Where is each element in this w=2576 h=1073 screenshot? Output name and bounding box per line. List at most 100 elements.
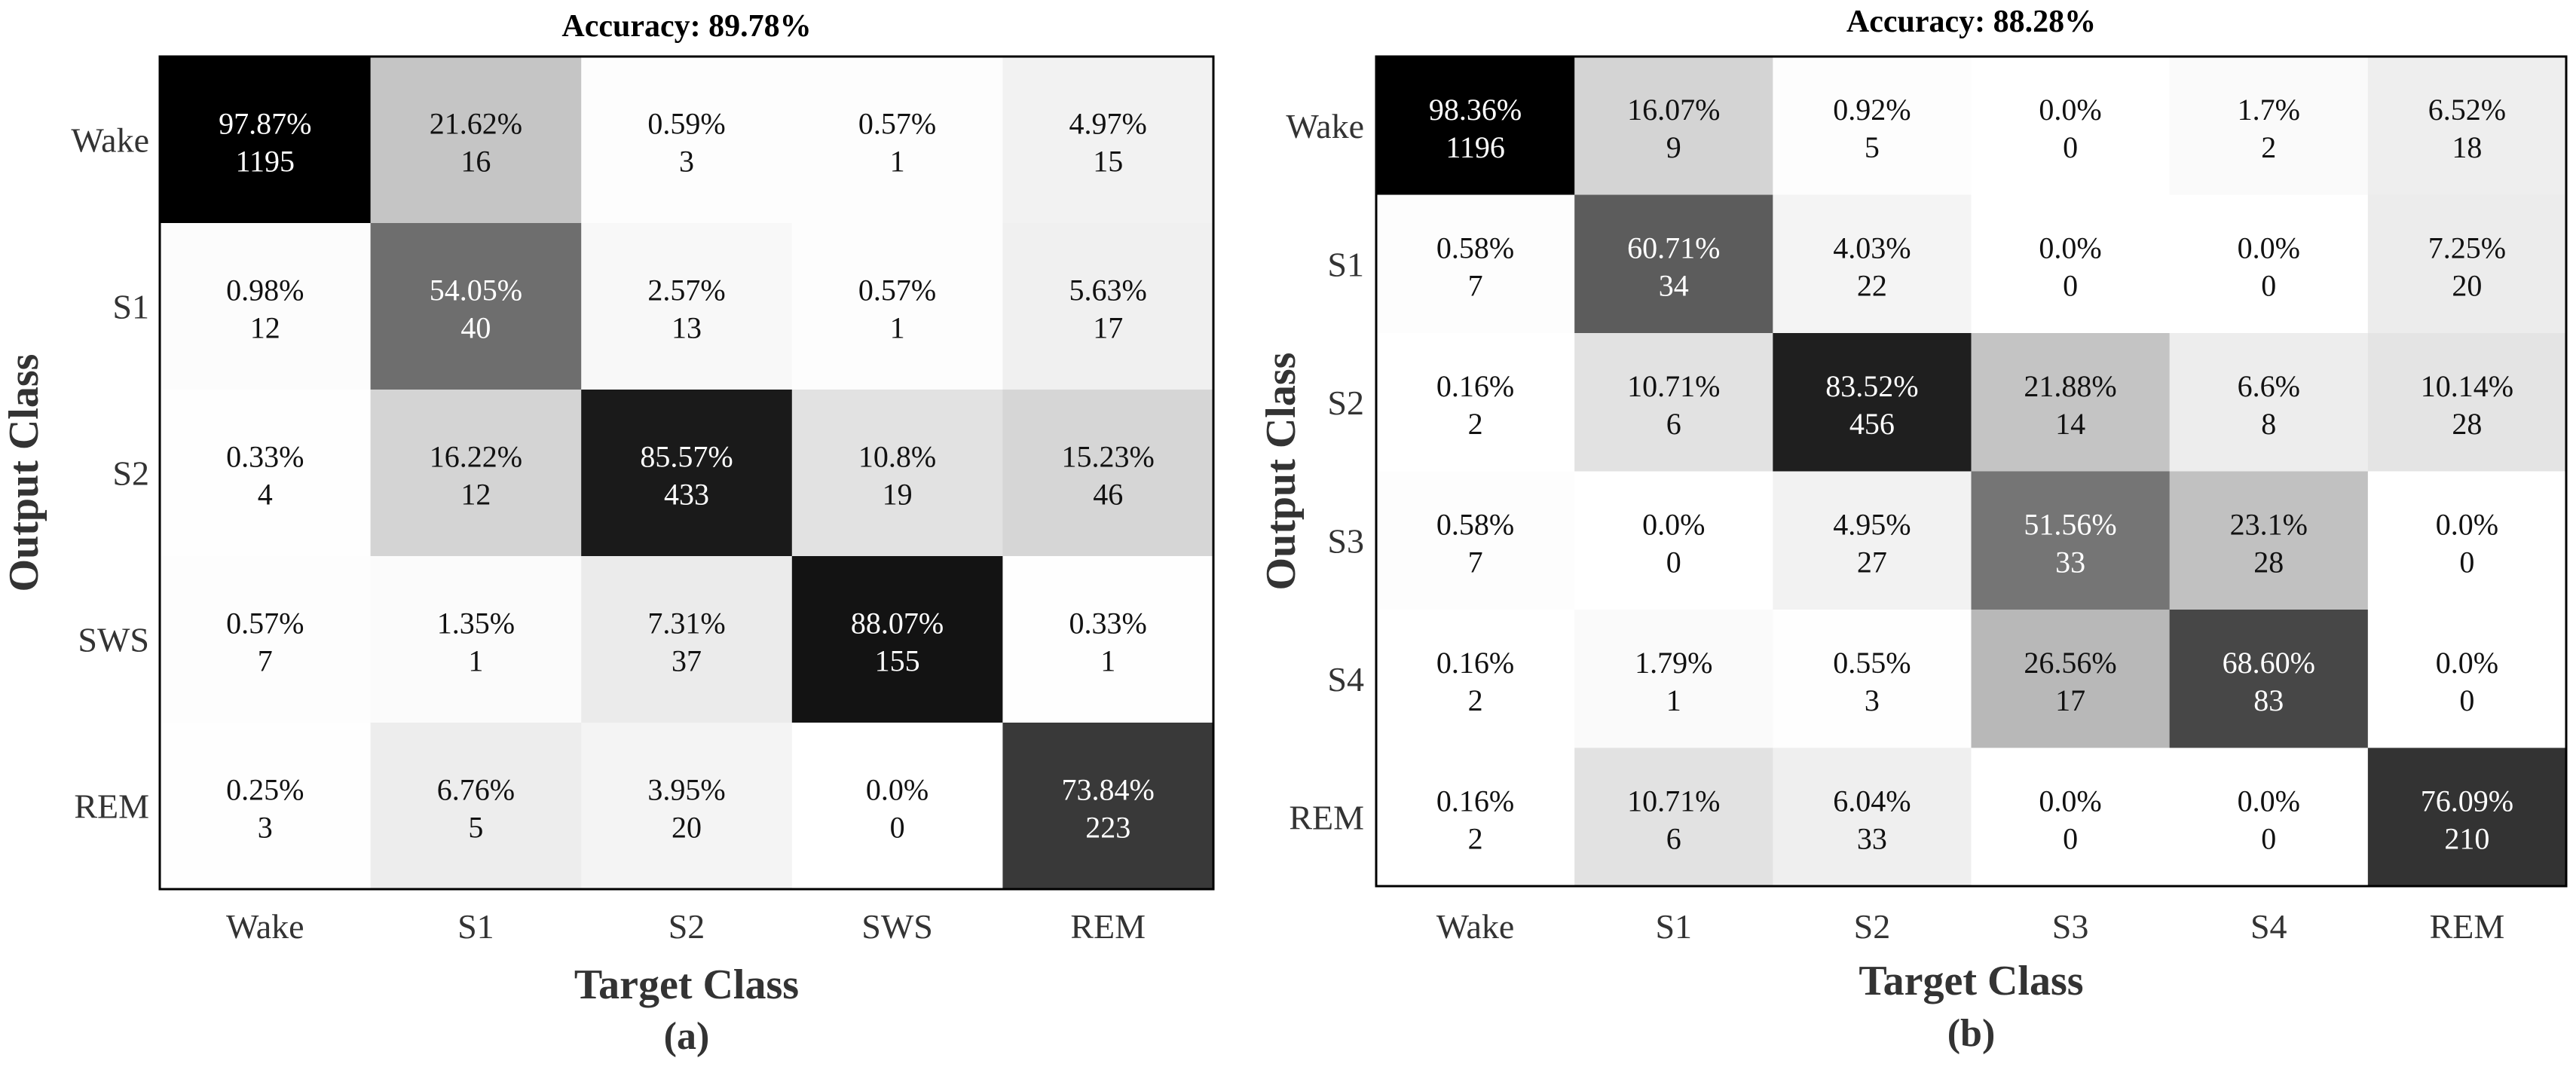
matrix-cell: [2367, 57, 2567, 195]
cell-count-label: 1: [468, 644, 483, 678]
cell-percent-label: 0.0%: [2238, 784, 2300, 818]
cell-count-label: 12: [250, 311, 280, 345]
cell-percent-label: 60.71%: [1627, 231, 1720, 264]
cell-percent-label: 0.33%: [226, 440, 304, 474]
x-tick-label: S1: [1655, 907, 1692, 946]
cell-count-label: 0: [2261, 268, 2276, 302]
cell-percent-label: 0.0%: [2039, 784, 2101, 818]
cell-percent-label: 26.56%: [2024, 646, 2116, 680]
cell-count-label: 0: [2063, 821, 2078, 855]
matrix-cell: [160, 223, 372, 390]
x-axis-label: Target Class: [574, 961, 799, 1008]
cell-count-label: 5: [1865, 130, 1880, 164]
matrix-cell: [1971, 333, 2171, 472]
cell-percent-label: 0.98%: [226, 274, 304, 307]
matrix-cell: [1773, 471, 1972, 610]
cell-count-label: 223: [1085, 811, 1130, 845]
cell-percent-label: 10.8%: [858, 440, 936, 474]
confusion-matrix-panel-1: 98.36%119616.07%90.92%50.0%01.7%26.52%18…: [1258, 5, 2568, 1055]
matrix-cell: [1376, 471, 1575, 610]
x-tick-label: SWS: [861, 907, 933, 946]
cell-percent-label: 0.57%: [226, 607, 304, 640]
matrix-cell: [581, 723, 793, 890]
cell-count-label: 6: [1666, 821, 1681, 855]
matrix-cell: [791, 723, 1003, 890]
cell-count-label: 17: [1093, 311, 1123, 345]
cell-count-label: 7: [1468, 545, 1483, 579]
y-tick-label: SWS: [78, 621, 149, 659]
cell-percent-label: 1.79%: [1635, 646, 1712, 680]
cell-count-label: 33: [2055, 545, 2085, 579]
cell-count-label: 8: [2261, 407, 2276, 441]
cell-count-label: 46: [1093, 478, 1123, 512]
cell-count-label: 1: [890, 311, 905, 345]
cell-count-label: 0: [890, 811, 905, 845]
cell-count-label: 155: [875, 644, 920, 678]
panel-label: (b): [1947, 1012, 1996, 1055]
cell-percent-label: 6.52%: [2428, 93, 2506, 127]
matrix-cell: [791, 223, 1003, 390]
matrix-cell: [370, 556, 582, 723]
matrix-cell: [1002, 223, 1214, 390]
cell-count-label: 18: [2452, 130, 2482, 164]
matrix-cell: [370, 390, 582, 557]
cell-count-label: 12: [460, 478, 491, 512]
x-tick-label: Wake: [226, 907, 304, 946]
cell-count-label: 3: [679, 145, 694, 179]
cell-percent-label: 21.62%: [430, 107, 522, 141]
cell-count-label: 6: [1666, 407, 1681, 441]
y-tick-label: S1: [112, 288, 149, 326]
matrix-cell: [791, 556, 1003, 723]
cell-percent-label: 0.0%: [2238, 231, 2300, 264]
cell-percent-label: 0.25%: [226, 773, 304, 807]
cell-percent-label: 68.60%: [2223, 646, 2315, 680]
matrix-cell: [1773, 57, 1972, 195]
matrix-cell: [1773, 747, 1972, 887]
cell-percent-label: 73.84%: [1062, 773, 1155, 807]
matrix-cell: [1376, 610, 1575, 748]
cell-count-label: 2: [1468, 821, 1483, 855]
x-tick-label: S2: [668, 907, 705, 946]
cell-percent-label: 0.58%: [1436, 231, 1514, 264]
matrix-cell: [2367, 471, 2567, 610]
cell-count-label: 16: [460, 145, 491, 179]
cell-count-label: 2: [2261, 130, 2276, 164]
cell-percent-label: 0.0%: [2436, 646, 2498, 680]
chart-title: Accuracy: 88.28%: [1846, 5, 2096, 39]
matrix-cell: [1376, 57, 1575, 195]
cell-percent-label: 16.22%: [430, 440, 522, 474]
x-tick-label: S1: [457, 907, 494, 946]
cell-count-label: 1195: [236, 145, 295, 179]
cell-count-label: 7: [1468, 268, 1483, 302]
cell-count-label: 5: [468, 811, 483, 845]
matrix-cell: [2367, 194, 2567, 334]
matrix-cell: [581, 223, 793, 390]
cell-percent-label: 0.58%: [1436, 507, 1514, 541]
x-tick-label: S4: [2250, 907, 2287, 946]
cell-count-label: 15: [1093, 145, 1123, 179]
matrix-cell: [2169, 333, 2369, 472]
matrix-cell: [2169, 747, 2369, 887]
cell-percent-label: 2.57%: [647, 274, 725, 307]
cell-count-label: 433: [664, 478, 709, 512]
cell-percent-label: 0.55%: [1833, 646, 1911, 680]
matrix-cell: [581, 57, 793, 224]
cell-percent-label: 76.09%: [2421, 784, 2513, 818]
cell-percent-label: 0.16%: [1436, 784, 1514, 818]
cell-count-label: 1: [1100, 644, 1115, 678]
cell-percent-label: 4.95%: [1833, 507, 1911, 541]
cell-percent-label: 85.57%: [640, 440, 733, 474]
cell-percent-label: 0.0%: [2436, 507, 2498, 541]
cell-percent-label: 0.16%: [1436, 646, 1514, 680]
cell-count-label: 210: [2444, 821, 2489, 855]
matrix-cell: [370, 223, 582, 390]
matrix-cell: [1773, 194, 1972, 334]
cell-percent-label: 4.97%: [1069, 107, 1147, 141]
matrix-cell: [581, 390, 793, 557]
matrix-cell: [791, 390, 1003, 557]
cell-count-label: 0: [1666, 545, 1681, 579]
cell-count-label: 0: [2261, 821, 2276, 855]
cell-percent-label: 0.57%: [858, 274, 936, 307]
cell-count-label: 1: [1666, 683, 1681, 717]
